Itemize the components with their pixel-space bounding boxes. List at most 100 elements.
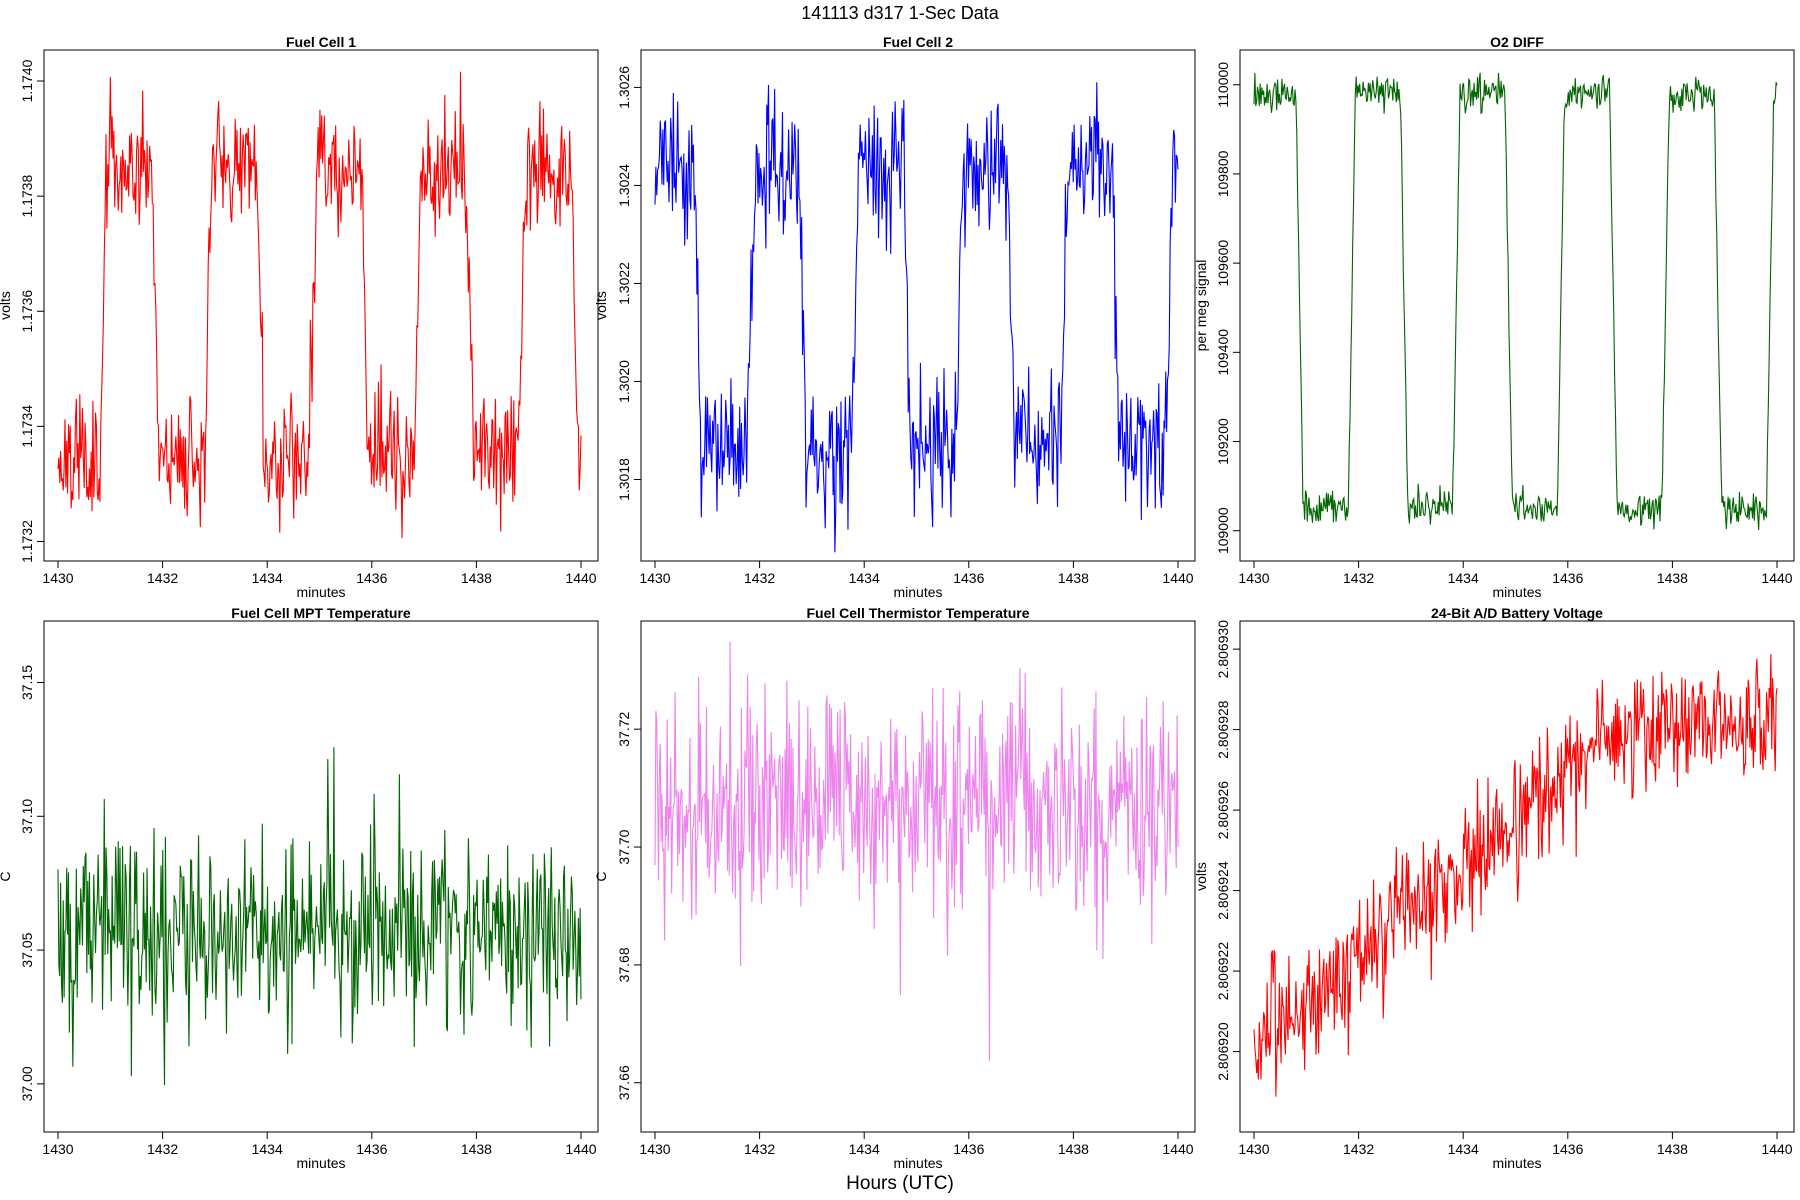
x-tick-label: 1440 xyxy=(1162,570,1193,586)
x-axis-label: minutes xyxy=(893,1155,942,1171)
x-tick-label: 1436 xyxy=(356,570,387,586)
y-tick-label: 110000 xyxy=(1215,62,1231,108)
y-tick-label: 1.3018 xyxy=(616,458,632,501)
plot-frame xyxy=(1239,49,1795,562)
x-tick-label: 1432 xyxy=(147,1141,178,1157)
x-tick-label: 1440 xyxy=(565,570,596,586)
chart-title: O2 DIFF xyxy=(1490,34,1544,50)
x-axis-label: minutes xyxy=(296,584,345,600)
x-tick-label: 1438 xyxy=(461,1141,492,1157)
y-tick-label: 1.3024 xyxy=(616,164,632,207)
x-tick-label: 1432 xyxy=(1343,570,1374,586)
chart-panel: 24-Bit A/D Battery Voltage 1430 1432 1434 14… xyxy=(1193,605,1795,1171)
x-tick-label: 1438 xyxy=(1657,1141,1688,1157)
plot-frame xyxy=(640,49,1196,562)
x-tick-label: 1438 xyxy=(1657,570,1688,586)
x-tick-label: 1430 xyxy=(42,570,73,586)
figure-title: 141113 d317 1-Sec Data xyxy=(801,3,999,23)
x-axis-label: minutes xyxy=(1492,584,1541,600)
y-tick-label: 37.68 xyxy=(616,947,632,982)
chart-title: Fuel Cell 2 xyxy=(883,34,953,50)
y-tick-label: 109800 xyxy=(1215,150,1231,197)
figure-x-label: Hours (UTC) xyxy=(846,1173,954,1194)
y-tick-label: 37.72 xyxy=(616,711,632,746)
series-line xyxy=(57,747,582,1086)
y-tick-label: 1.3020 xyxy=(616,360,632,403)
x-tick-label: 1434 xyxy=(252,570,283,586)
x-tick-label: 1434 xyxy=(1448,1141,1479,1157)
x-tick-label: 1432 xyxy=(744,1141,775,1157)
x-tick-label: 1438 xyxy=(1058,1141,1089,1157)
y-axis-label: volts xyxy=(593,291,609,320)
y-axis-label: C xyxy=(593,871,609,881)
y-tick-label: 1.1738 xyxy=(19,175,35,218)
x-tick-label: 1432 xyxy=(147,570,178,586)
chart-panel: Fuel Cell 1 1430 1432 1434 1436 1438 1440 minut… xyxy=(0,34,599,600)
x-tick-label: 1430 xyxy=(639,1141,670,1157)
x-tick-label: 1434 xyxy=(849,1141,880,1157)
x-tick-label: 1438 xyxy=(1058,570,1089,586)
y-tick-label: 1.1740 xyxy=(19,59,35,102)
x-tick-label: 1434 xyxy=(849,570,880,586)
x-tick-label: 1430 xyxy=(639,570,670,586)
y-tick-label: 37.05 xyxy=(19,932,35,967)
y-tick-label: 2.806924 xyxy=(1215,861,1231,920)
series-line xyxy=(1253,654,1778,1097)
x-tick-label: 1436 xyxy=(1552,1141,1583,1157)
y-tick-label: 2.806930 xyxy=(1215,620,1231,679)
y-tick-label: 1.1736 xyxy=(19,290,35,333)
y-tick-label: 2.806922 xyxy=(1215,942,1231,1001)
chart-title: 24-Bit A/D Battery Voltage xyxy=(1431,605,1603,621)
x-tick-label: 1436 xyxy=(953,1141,984,1157)
x-axis-label: minutes xyxy=(893,584,942,600)
panels: Fuel Cell 1 1430 1432 1434 1436 1438 1440 minut… xyxy=(0,34,1795,1171)
y-tick-label: 1.1732 xyxy=(19,520,35,563)
x-tick-label: 1440 xyxy=(1761,570,1792,586)
x-tick-label: 1434 xyxy=(1448,570,1479,586)
x-tick-label: 1436 xyxy=(953,570,984,586)
y-tick-label: 37.66 xyxy=(616,1065,632,1100)
y-tick-label: 109600 xyxy=(1215,240,1231,287)
y-tick-label: 1.1734 xyxy=(19,405,35,448)
x-tick-label: 1430 xyxy=(1238,570,1269,586)
series-line xyxy=(654,82,1179,553)
x-tick-label: 1440 xyxy=(1162,1141,1193,1157)
x-tick-label: 1430 xyxy=(42,1141,73,1157)
chart-panel: Fuel Cell Thermistor Temperature 1430 1432… xyxy=(593,605,1196,1171)
x-tick-label: 1438 xyxy=(461,570,492,586)
y-tick-label: 1.3022 xyxy=(616,262,632,305)
series-line xyxy=(654,641,1179,1061)
x-axis-label: minutes xyxy=(1492,1155,1541,1171)
x-tick-label: 1430 xyxy=(1238,1141,1269,1157)
x-tick-label: 1440 xyxy=(565,1141,596,1157)
x-tick-label: 1436 xyxy=(356,1141,387,1157)
y-tick-label: 2.806920 xyxy=(1215,1022,1231,1081)
y-axis-label: volts xyxy=(0,291,13,320)
series-line xyxy=(1253,72,1778,531)
x-tick-label: 1436 xyxy=(1552,570,1583,586)
x-tick-label: 1432 xyxy=(744,570,775,586)
y-tick-label: 109200 xyxy=(1215,418,1231,465)
y-tick-label: 2.806928 xyxy=(1215,700,1231,759)
x-tick-label: 1432 xyxy=(1343,1141,1374,1157)
chart-title: Fuel Cell Thermistor Temperature xyxy=(806,605,1029,621)
chart-title: Fuel Cell 1 xyxy=(286,34,356,50)
y-tick-label: 2.806926 xyxy=(1215,781,1231,840)
y-tick-label: 37.15 xyxy=(19,665,35,700)
chart-title: Fuel Cell MPT Temperature xyxy=(231,605,411,621)
y-tick-label: 1.3026 xyxy=(616,66,632,109)
y-tick-label: 109400 xyxy=(1215,329,1231,376)
x-tick-label: 1434 xyxy=(252,1141,283,1157)
y-tick-label: 37.70 xyxy=(616,829,632,864)
y-tick-label: 37.10 xyxy=(19,799,35,834)
y-tick-label: 37.00 xyxy=(19,1066,35,1101)
x-axis-label: minutes xyxy=(296,1155,345,1171)
chart-panel: O2 DIFF 1430 1432 1434 1436 1438 1440 minutes 10… xyxy=(1193,34,1795,600)
y-tick-label: 109000 xyxy=(1215,507,1231,554)
x-tick-label: 1440 xyxy=(1761,1141,1792,1157)
series-line xyxy=(57,71,582,538)
y-axis-label: C xyxy=(0,871,13,881)
chart-panel: Fuel Cell 2 1430 1432 1434 1436 1438 1440 minut… xyxy=(593,34,1196,600)
plot-frame xyxy=(640,620,1196,1133)
